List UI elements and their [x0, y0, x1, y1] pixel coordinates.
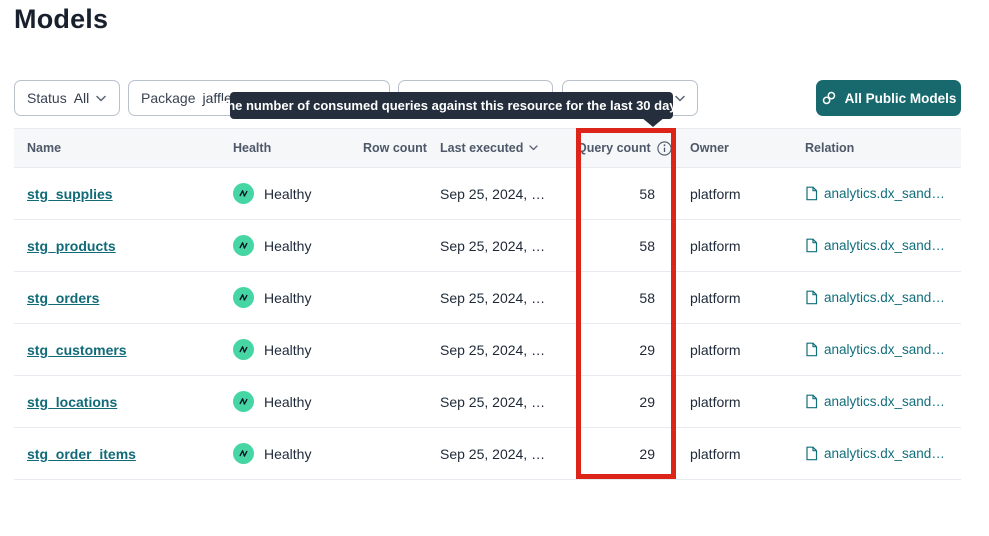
table-row: stg_orders Healthy Sep 25, 2024, … 58 pl…: [14, 272, 961, 324]
table-row: stg_locations Healthy Sep 25, 2024, … 29…: [14, 376, 961, 428]
health-badge-icon: [233, 391, 254, 412]
document-icon: [805, 186, 818, 201]
model-name-link[interactable]: stg_products: [27, 237, 116, 254]
last-executed-cell: Sep 25, 2024, …: [440, 341, 546, 358]
table-row: stg_supplies Healthy Sep 25, 2024, … 58 …: [14, 168, 961, 220]
all-public-models-button[interactable]: All Public Models: [816, 80, 961, 116]
last-executed-cell: Sep 25, 2024, …: [440, 445, 546, 462]
relation-label: analytics.dx_sand…: [824, 446, 945, 461]
owner-cell: platform: [690, 289, 741, 306]
query-count-cell: 58: [639, 237, 655, 254]
model-name-cell: stg_orders: [27, 290, 233, 306]
status-filter[interactable]: Status All: [14, 80, 120, 116]
health-badge-icon: [233, 287, 254, 308]
document-icon: [805, 342, 818, 357]
owner-cell: platform: [690, 185, 741, 202]
last-executed-cell: Sep 25, 2024, …: [440, 393, 546, 410]
owner-cell: platform: [690, 341, 741, 358]
health-label: Healthy: [264, 289, 312, 306]
health-cell: Healthy: [233, 391, 363, 412]
column-header-relation[interactable]: Relation: [805, 141, 855, 155]
info-icon[interactable]: [656, 140, 672, 156]
model-name-cell: stg_order_items: [27, 446, 233, 462]
health-cell: Healthy: [233, 443, 363, 464]
health-label: Healthy: [264, 393, 312, 410]
models-table: Name Health Row count Last executed Quer…: [14, 128, 961, 480]
owner-cell: platform: [690, 237, 741, 254]
relation-cell[interactable]: analytics.dx_sand…: [805, 238, 961, 253]
health-label: Healthy: [264, 341, 312, 358]
link-icon: [821, 90, 837, 106]
owner-cell: platform: [690, 445, 741, 462]
relation-label: analytics.dx_sand…: [824, 394, 945, 409]
document-icon: [805, 290, 818, 305]
column-header-query-count[interactable]: Query count: [577, 140, 676, 156]
model-name-link[interactable]: stg_locations: [27, 393, 118, 410]
relation-cell[interactable]: analytics.dx_sand…: [805, 186, 961, 201]
table-row: stg_customers Healthy Sep 25, 2024, … 29…: [14, 324, 961, 376]
health-badge-icon: [233, 339, 254, 360]
health-label: Healthy: [264, 445, 312, 462]
health-label: Healthy: [264, 237, 312, 254]
table-row: stg_products Healthy Sep 25, 2024, … 58 …: [14, 220, 961, 272]
relation-cell[interactable]: analytics.dx_sand…: [805, 342, 961, 357]
health-badge-icon: [233, 443, 254, 464]
chevron-down-icon: [96, 95, 107, 102]
last-executed-cell: Sep 25, 2024, …: [440, 185, 546, 202]
query-count-cell: 29: [639, 393, 655, 410]
table-body: stg_supplies Healthy Sep 25, 2024, … 58 …: [14, 168, 961, 480]
query-count-cell: 29: [639, 341, 655, 358]
relation-cell[interactable]: analytics.dx_sand…: [805, 290, 961, 305]
all-public-models-label: All Public Models: [844, 90, 957, 106]
column-header-last-executed[interactable]: Last executed: [440, 141, 577, 155]
relation-cell[interactable]: analytics.dx_sand…: [805, 394, 961, 409]
model-name-link[interactable]: stg_customers: [27, 341, 127, 358]
column-header-name[interactable]: Name: [27, 141, 62, 155]
owner-cell: platform: [690, 393, 741, 410]
document-icon: [805, 238, 818, 253]
document-icon: [805, 446, 818, 461]
table-row: stg_order_items Healthy Sep 25, 2024, … …: [14, 428, 961, 480]
query-count-tooltip: The number of consumed queries against t…: [219, 92, 684, 127]
health-cell: Healthy: [233, 183, 363, 204]
last-executed-cell: Sep 25, 2024, …: [440, 289, 546, 306]
health-badge-icon: [233, 235, 254, 256]
relation-label: analytics.dx_sand…: [824, 290, 945, 305]
relation-label: analytics.dx_sand…: [824, 186, 945, 201]
model-name-cell: stg_customers: [27, 342, 233, 358]
model-name-link[interactable]: stg_supplies: [27, 185, 113, 202]
query-count-cell: 29: [639, 445, 655, 462]
column-header-health[interactable]: Health: [233, 141, 272, 155]
health-cell: Healthy: [233, 339, 363, 360]
column-header-owner[interactable]: Owner: [690, 141, 729, 155]
status-filter-label: Status: [27, 90, 67, 106]
tooltip-arrow: [641, 117, 665, 127]
model-name-link[interactable]: stg_order_items: [27, 445, 136, 462]
model-name-cell: stg_products: [27, 238, 233, 254]
last-executed-cell: Sep 25, 2024, …: [440, 237, 546, 254]
relation-cell[interactable]: analytics.dx_sand…: [805, 446, 961, 461]
table-header-row: Name Health Row count Last executed Quer…: [14, 128, 961, 168]
health-label: Healthy: [264, 185, 312, 202]
relation-label: analytics.dx_sand…: [824, 342, 945, 357]
page-title: Models: [14, 4, 109, 34]
health-cell: Healthy: [233, 287, 363, 308]
query-count-cell: 58: [639, 185, 655, 202]
document-icon: [805, 394, 818, 409]
model-name-link[interactable]: stg_orders: [27, 289, 100, 306]
status-filter-value: All: [73, 90, 90, 106]
health-cell: Healthy: [233, 235, 363, 256]
query-count-cell: 58: [639, 289, 655, 306]
sort-descending-icon: [529, 145, 539, 151]
chevron-down-icon: [675, 95, 685, 102]
model-name-cell: stg_locations: [27, 394, 233, 410]
package-filter-label: Package: [141, 90, 196, 106]
column-header-row-count[interactable]: Row count: [363, 141, 427, 155]
tooltip-text: The number of consumed queries against t…: [219, 98, 684, 113]
health-badge-icon: [233, 183, 254, 204]
model-name-cell: stg_supplies: [27, 186, 233, 202]
relation-label: analytics.dx_sand…: [824, 238, 945, 253]
